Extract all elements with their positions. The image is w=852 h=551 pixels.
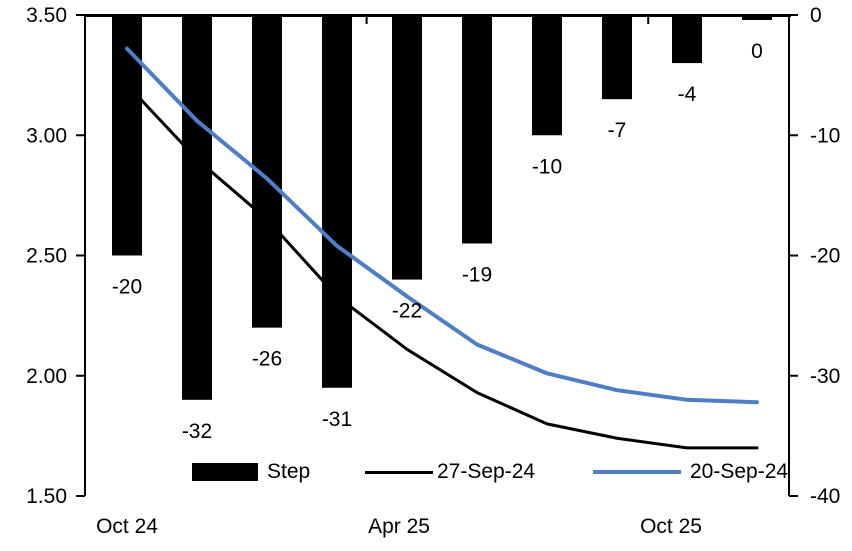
right-axis-tick-label: -10 bbox=[810, 124, 840, 147]
step-bar bbox=[322, 15, 352, 388]
x-axis-label: Oct 25 bbox=[640, 515, 702, 538]
step-bar-label: -31 bbox=[322, 408, 352, 431]
step-bar-label: -22 bbox=[392, 300, 422, 323]
zero-line-top bbox=[84, 14, 791, 17]
x-axis-label: Oct 24 bbox=[96, 515, 158, 538]
step-bar-label: -7 bbox=[608, 119, 627, 142]
step-bar bbox=[672, 15, 702, 64]
right-axis-tick-label: -30 bbox=[810, 365, 840, 388]
line-20-sep-24 bbox=[125, 46, 759, 405]
step-bar-label: -19 bbox=[462, 263, 492, 286]
step-bar-label: -32 bbox=[182, 420, 212, 443]
left-axis-tick-label: 2.00 bbox=[26, 365, 67, 388]
step-bar bbox=[182, 15, 212, 400]
left-axis: 3.50 3.00 2.50 2.00 1.50 bbox=[26, 4, 85, 508]
bar-labels: -20 -32 -26 -31 -22 -19 -10 -7 -4 0 bbox=[112, 40, 763, 443]
right-axis-tick-label: -20 bbox=[810, 245, 840, 268]
step-bar bbox=[742, 15, 772, 20]
step-bar bbox=[392, 15, 422, 280]
line-27-sep-24 bbox=[125, 83, 759, 450]
step-bar bbox=[532, 15, 562, 136]
step-bar bbox=[462, 15, 492, 244]
right-axis-tick-label: -40 bbox=[810, 485, 840, 508]
left-axis-tick-label: 2.50 bbox=[26, 245, 67, 268]
left-axis-tick-label: 1.50 bbox=[26, 485, 67, 508]
top-ticks bbox=[365, 15, 650, 24]
left-axis-tick-label: 3.50 bbox=[26, 4, 67, 27]
step-bar-label: 0 bbox=[751, 40, 763, 63]
step-bar bbox=[602, 15, 632, 100]
left-axis-tick-label: 3.00 bbox=[26, 124, 67, 147]
step-bar-label: -20 bbox=[112, 276, 142, 299]
x-axis-labels: Oct 24 Apr 25 Oct 25 bbox=[96, 515, 702, 538]
bars-step bbox=[112, 15, 772, 400]
step-bar-label: -26 bbox=[252, 348, 282, 371]
step-bar-label: -10 bbox=[532, 155, 562, 178]
step-bar bbox=[112, 15, 142, 256]
step-bar-label: -4 bbox=[678, 83, 697, 106]
x-axis-label: Apr 25 bbox=[368, 515, 430, 538]
right-axis-tick-label: 0 bbox=[810, 4, 822, 27]
right-axis: 0 -10 -20 -30 -40 bbox=[789, 4, 840, 508]
